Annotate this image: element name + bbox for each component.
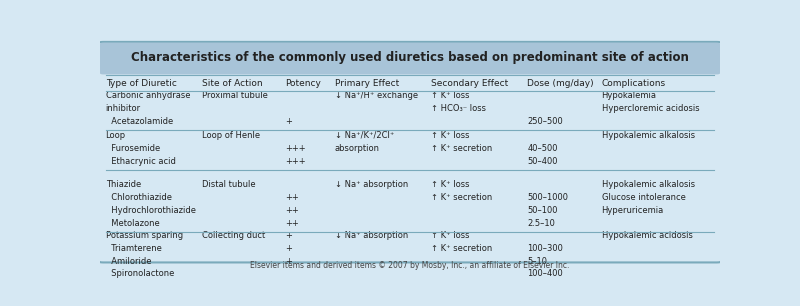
Text: Collecting duct: Collecting duct	[202, 231, 265, 240]
Text: Furosemide: Furosemide	[106, 144, 160, 153]
Text: Spironolactone: Spironolactone	[106, 270, 174, 278]
Text: +++: +++	[286, 144, 306, 153]
Text: Acetazolamide: Acetazolamide	[106, 117, 173, 126]
Text: 40–500: 40–500	[527, 144, 558, 153]
Text: 250–500: 250–500	[527, 117, 563, 126]
Text: Complications: Complications	[602, 79, 666, 88]
Text: Thiazide: Thiazide	[106, 180, 141, 189]
Text: ↓ Na⁺/K⁺/2Cl⁺: ↓ Na⁺/K⁺/2Cl⁺	[335, 131, 394, 140]
FancyBboxPatch shape	[100, 43, 720, 74]
Text: ↑ K⁺ loss: ↑ K⁺ loss	[431, 131, 470, 140]
Text: Hypokalemic acidosis: Hypokalemic acidosis	[602, 231, 693, 240]
Text: Primary Effect: Primary Effect	[335, 79, 399, 88]
Text: ↓ Na⁺ absorption: ↓ Na⁺ absorption	[335, 231, 408, 240]
Text: ↑ K⁺ loss: ↑ K⁺ loss	[431, 180, 470, 189]
Text: Hypokalemia: Hypokalemia	[602, 91, 657, 100]
Text: Secondary Effect: Secondary Effect	[431, 79, 508, 88]
Text: Distal tubule: Distal tubule	[202, 180, 255, 189]
Text: 50–400: 50–400	[527, 157, 558, 166]
Text: Chlorothiazide: Chlorothiazide	[106, 193, 171, 202]
Text: absorption: absorption	[335, 144, 380, 153]
Text: Glucose intolerance: Glucose intolerance	[602, 193, 686, 202]
Text: +: +	[286, 256, 292, 266]
Text: 2.5–10: 2.5–10	[527, 218, 555, 228]
Text: 100–400: 100–400	[527, 270, 563, 278]
Text: 5–10: 5–10	[527, 256, 547, 266]
Text: ↑ K⁺ secretion: ↑ K⁺ secretion	[431, 244, 492, 252]
Text: +: +	[286, 244, 292, 252]
Text: ↓ Na⁺ absorption: ↓ Na⁺ absorption	[335, 180, 408, 189]
Text: Dose (mg/day): Dose (mg/day)	[527, 79, 594, 88]
Text: ↑ HCO₃⁻ loss: ↑ HCO₃⁻ loss	[431, 104, 486, 113]
Text: ↑ K⁺ secretion: ↑ K⁺ secretion	[431, 193, 492, 202]
Text: Triamterene: Triamterene	[106, 244, 162, 252]
Text: ↑ K⁺ loss: ↑ K⁺ loss	[431, 91, 470, 100]
Text: ↑ K⁺ loss: ↑ K⁺ loss	[431, 231, 470, 240]
Text: +: +	[286, 231, 292, 240]
Text: 500–1000: 500–1000	[527, 193, 568, 202]
Text: Amiloride: Amiloride	[106, 256, 151, 266]
Text: Loop: Loop	[106, 131, 126, 140]
Text: Potassium sparing: Potassium sparing	[106, 231, 182, 240]
Text: Site of Action: Site of Action	[202, 79, 262, 88]
Text: Hydrochlorothiazide: Hydrochlorothiazide	[106, 206, 195, 215]
Text: ++: ++	[286, 193, 299, 202]
Text: Hypokalemic alkalosis: Hypokalemic alkalosis	[602, 131, 694, 140]
Text: Ethacrynic acid: Ethacrynic acid	[106, 157, 175, 166]
Text: Carbonic anhydrase: Carbonic anhydrase	[106, 91, 190, 100]
Text: Loop of Henle: Loop of Henle	[202, 131, 260, 140]
Text: Type of Diuretic: Type of Diuretic	[106, 79, 177, 88]
Text: Hypercloremic acidosis: Hypercloremic acidosis	[602, 104, 699, 113]
Text: +++: +++	[286, 157, 306, 166]
Text: Elsevier items and derived items © 2007 by Mosby, Inc., an affiliate of Elsevier: Elsevier items and derived items © 2007 …	[250, 261, 570, 270]
Text: inhibitor: inhibitor	[106, 104, 141, 113]
Text: ++: ++	[286, 218, 299, 228]
Text: Proximal tubule: Proximal tubule	[202, 91, 267, 100]
Text: 100–300: 100–300	[527, 244, 563, 252]
Text: Potency: Potency	[286, 79, 322, 88]
Text: Metolazone: Metolazone	[106, 218, 159, 228]
FancyBboxPatch shape	[98, 42, 722, 263]
Text: ↓ Na⁺/H⁺ exchange: ↓ Na⁺/H⁺ exchange	[335, 91, 418, 100]
Text: ++: ++	[286, 206, 299, 215]
Text: 50–100: 50–100	[527, 206, 558, 215]
Text: Hypokalemic alkalosis: Hypokalemic alkalosis	[602, 180, 694, 189]
Text: +: +	[286, 117, 292, 126]
Text: Hyperuricemia: Hyperuricemia	[602, 206, 664, 215]
Text: Characteristics of the commonly used diuretics based on predominant site of acti: Characteristics of the commonly used diu…	[131, 51, 689, 65]
Text: ↑ K⁺ secretion: ↑ K⁺ secretion	[431, 144, 492, 153]
